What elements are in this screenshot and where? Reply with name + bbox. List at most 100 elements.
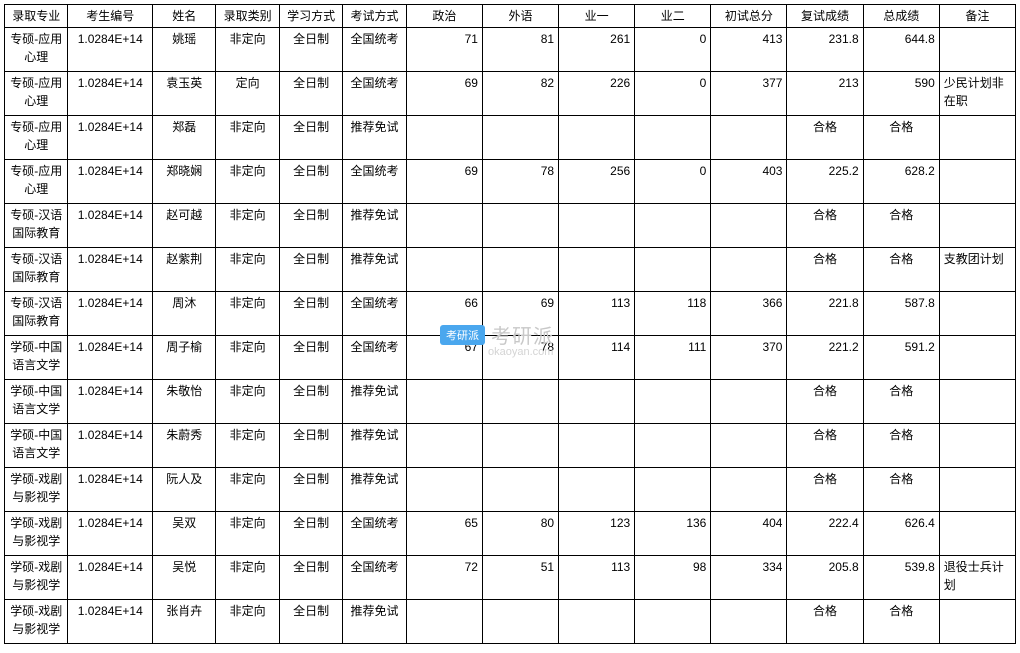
- col-header-s2: 业二: [635, 5, 711, 28]
- cell-exam: 全国统考: [343, 160, 406, 204]
- cell-pre: [711, 380, 787, 424]
- cell-name: 赵可越: [153, 204, 216, 248]
- cell-type: 非定向: [216, 424, 279, 468]
- cell-s2: 0: [635, 160, 711, 204]
- cell-name: 朱敬怡: [153, 380, 216, 424]
- cell-fl: [482, 424, 558, 468]
- cell-s2: 111: [635, 336, 711, 380]
- cell-ret: 213: [787, 72, 863, 116]
- cell-mode: 全日制: [279, 468, 342, 512]
- cell-type: 非定向: [216, 380, 279, 424]
- cell-pre: 403: [711, 160, 787, 204]
- cell-tot: 644.8: [863, 28, 939, 72]
- cell-note: 支教团计划: [939, 248, 1015, 292]
- cell-major: 学硕-戏剧与影视学: [5, 468, 68, 512]
- cell-major: 专硕-汉语国际教育: [5, 248, 68, 292]
- cell-pre: [711, 116, 787, 160]
- cell-pol: [406, 380, 482, 424]
- cell-tot: 合格: [863, 204, 939, 248]
- cell-mode: 全日制: [279, 248, 342, 292]
- cell-type: 非定向: [216, 248, 279, 292]
- cell-pre: [711, 424, 787, 468]
- cell-id: 1.0284E+14: [68, 28, 153, 72]
- cell-fl: 80: [482, 512, 558, 556]
- cell-pre: [711, 600, 787, 644]
- cell-exam: 全国统考: [343, 336, 406, 380]
- cell-pol: 66: [406, 292, 482, 336]
- cell-major: 专硕-应用心理: [5, 160, 68, 204]
- cell-fl: 82: [482, 72, 558, 116]
- cell-s2: 98: [635, 556, 711, 600]
- cell-pre: 377: [711, 72, 787, 116]
- cell-ret: 221.2: [787, 336, 863, 380]
- cell-exam: 推荐免试: [343, 468, 406, 512]
- cell-s1: [559, 248, 635, 292]
- cell-ret: 222.4: [787, 512, 863, 556]
- cell-note: [939, 468, 1015, 512]
- cell-pre: [711, 248, 787, 292]
- cell-id: 1.0284E+14: [68, 248, 153, 292]
- col-header-type: 录取类别: [216, 5, 279, 28]
- cell-tot: 合格: [863, 380, 939, 424]
- cell-fl: 81: [482, 28, 558, 72]
- cell-mode: 全日制: [279, 160, 342, 204]
- cell-s2: [635, 468, 711, 512]
- cell-exam: 推荐免试: [343, 248, 406, 292]
- cell-type: 非定向: [216, 160, 279, 204]
- col-header-major: 录取专业: [5, 5, 68, 28]
- cell-s2: [635, 116, 711, 160]
- cell-pol: 71: [406, 28, 482, 72]
- cell-exam: 全国统考: [343, 292, 406, 336]
- cell-s2: 136: [635, 512, 711, 556]
- cell-major: 专硕-应用心理: [5, 116, 68, 160]
- cell-pol: 65: [406, 512, 482, 556]
- cell-s1: [559, 600, 635, 644]
- cell-name: 赵紫荆: [153, 248, 216, 292]
- cell-type: 非定向: [216, 292, 279, 336]
- col-header-pre: 初试总分: [711, 5, 787, 28]
- cell-name: 张肖卉: [153, 600, 216, 644]
- cell-fl: 69: [482, 292, 558, 336]
- cell-mode: 全日制: [279, 380, 342, 424]
- cell-note: [939, 380, 1015, 424]
- cell-s2: [635, 380, 711, 424]
- cell-pre: 370: [711, 336, 787, 380]
- cell-tot: 626.4: [863, 512, 939, 556]
- cell-note: [939, 160, 1015, 204]
- cell-pol: [406, 468, 482, 512]
- cell-note: [939, 424, 1015, 468]
- cell-ret: 合格: [787, 248, 863, 292]
- cell-s2: [635, 248, 711, 292]
- cell-s2: [635, 424, 711, 468]
- cell-major: 学硕-戏剧与影视学: [5, 556, 68, 600]
- col-header-note: 备注: [939, 5, 1015, 28]
- cell-tot: 587.8: [863, 292, 939, 336]
- table-row: 学硕-中国语言文学1.0284E+14朱蔚秀非定向全日制推荐免试合格合格: [5, 424, 1016, 468]
- cell-fl: [482, 468, 558, 512]
- table-row: 专硕-应用心理1.0284E+14郑磊非定向全日制推荐免试合格合格: [5, 116, 1016, 160]
- cell-type: 非定向: [216, 336, 279, 380]
- cell-name: 袁玉英: [153, 72, 216, 116]
- cell-major: 学硕-中国语言文学: [5, 336, 68, 380]
- cell-s2: 0: [635, 72, 711, 116]
- cell-tot: 合格: [863, 116, 939, 160]
- cell-ret: 205.8: [787, 556, 863, 600]
- cell-type: 非定向: [216, 600, 279, 644]
- cell-tot: 合格: [863, 468, 939, 512]
- cell-s2: 118: [635, 292, 711, 336]
- cell-exam: 全国统考: [343, 512, 406, 556]
- cell-pre: 366: [711, 292, 787, 336]
- cell-mode: 全日制: [279, 116, 342, 160]
- cell-s1: [559, 380, 635, 424]
- cell-ret: 合格: [787, 600, 863, 644]
- cell-id: 1.0284E+14: [68, 292, 153, 336]
- cell-note: [939, 600, 1015, 644]
- admissions-table: 录取专业考生编号姓名录取类别学习方式考试方式政治外语业一业二初试总分复试成绩总成…: [4, 4, 1016, 644]
- cell-id: 1.0284E+14: [68, 512, 153, 556]
- cell-name: 阮人及: [153, 468, 216, 512]
- cell-ret: 231.8: [787, 28, 863, 72]
- cell-fl: 51: [482, 556, 558, 600]
- cell-name: 吴双: [153, 512, 216, 556]
- cell-mode: 全日制: [279, 336, 342, 380]
- cell-s1: [559, 116, 635, 160]
